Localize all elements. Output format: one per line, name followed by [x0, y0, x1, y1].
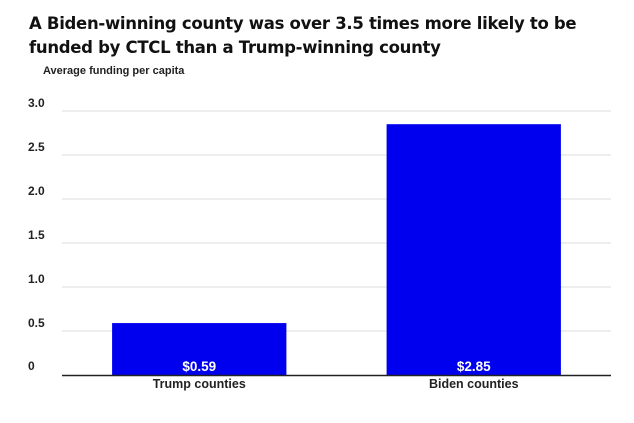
y-tick-label: 3.0 — [28, 96, 45, 110]
y-tick-label: 2.5 — [28, 140, 45, 154]
bar — [386, 124, 561, 375]
x-axis-category-labels: Trump counties Biden counties — [153, 377, 519, 391]
bar-data-label: $2.85 — [457, 359, 491, 374]
bars — [112, 124, 561, 375]
bar — [112, 323, 287, 375]
y-tick-label: 1.5 — [28, 228, 45, 242]
y-tick-label: 2.0 — [28, 184, 45, 198]
bar-data-label: $0.59 — [182, 359, 216, 374]
y-axis-tick-labels: 0 0.5 1.0 1.5 2.0 2.5 3.0 — [28, 96, 45, 373]
x-category-label: Trump counties — [153, 377, 246, 391]
chart-title: A Biden-winning county was over 3.5 time… — [29, 14, 577, 57]
bar-data-labels: $0.59 $2.85 — [182, 359, 491, 374]
x-category-label: Biden counties — [429, 377, 519, 391]
y-tick-label: 0.5 — [28, 316, 45, 330]
y-tick-label: 0 — [28, 359, 35, 373]
y-tick-label: 1.0 — [28, 272, 45, 286]
chart-subtitle: Average funding per capita — [43, 65, 185, 77]
